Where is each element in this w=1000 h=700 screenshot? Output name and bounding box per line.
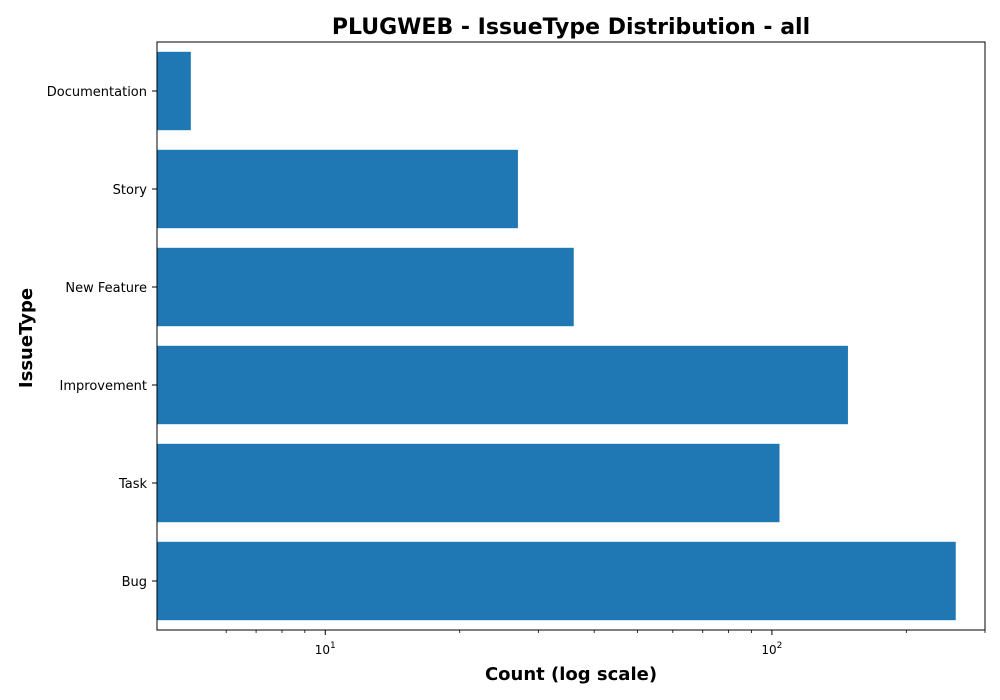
x-axis-label: Count (log scale) xyxy=(485,664,657,685)
bar-improvement xyxy=(157,345,848,425)
x-tick-label: 102 xyxy=(761,641,782,657)
bar-task xyxy=(157,443,780,523)
plot-frame xyxy=(156,41,986,631)
bar-bug xyxy=(157,541,956,621)
bars-group xyxy=(157,51,956,621)
y-tick-label-bug: Bug xyxy=(122,575,147,590)
y-tick-label-new-feature: New Feature xyxy=(65,281,147,296)
y-axis-label: IssueType xyxy=(16,288,37,388)
x-tick-label: 101 xyxy=(315,641,336,657)
bar-new-feature xyxy=(157,247,574,327)
bar-documentation xyxy=(157,51,191,131)
y-tick-label-improvement: Improvement xyxy=(60,379,147,394)
y-tick-label-story: Story xyxy=(113,183,148,198)
chart-title: PLUGWEB - IssueType Distribution - all xyxy=(332,15,810,40)
x-axis-ticks: 101 102 xyxy=(225,630,986,657)
y-tick-label-task: Task xyxy=(118,477,148,492)
bar-story xyxy=(157,149,518,229)
y-tick-label-documentation: Documentation xyxy=(47,85,147,100)
y-axis-ticks: Bug Task Improvement New Feature Story Docume… xyxy=(47,85,157,590)
